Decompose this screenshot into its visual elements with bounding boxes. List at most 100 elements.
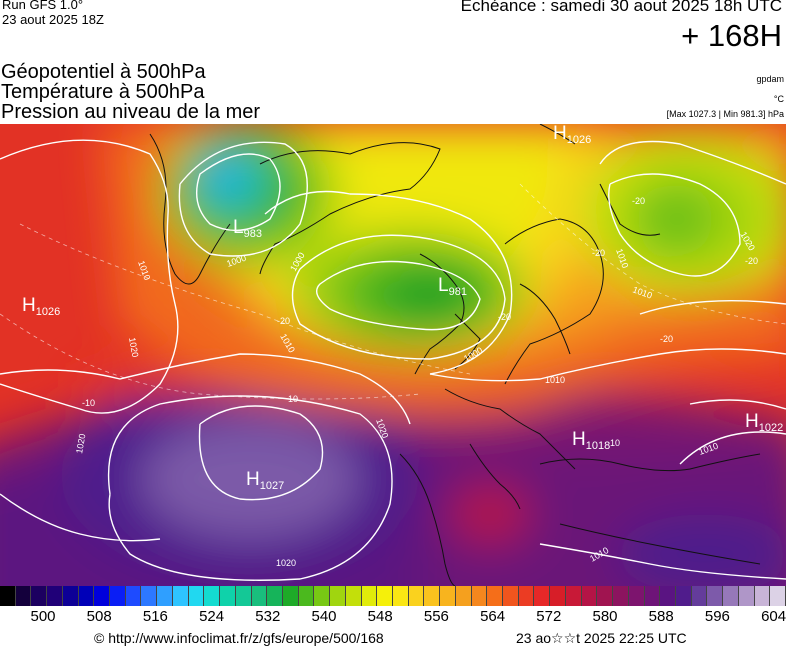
high-center: H1018: [572, 429, 611, 452]
scale-swatch: [94, 586, 110, 606]
scale-swatch: [487, 586, 503, 606]
unit-celsius: °C: [773, 94, 784, 104]
scale-swatch: [566, 586, 582, 606]
scale-tick-label: 524: [199, 608, 225, 625]
scale-tick-label: 516: [142, 608, 168, 625]
low-center: L981: [438, 275, 467, 298]
scale-swatch: [393, 586, 409, 606]
coastlines: [149, 124, 761, 586]
scale-swatch: [252, 586, 267, 606]
scale-swatch: [723, 586, 739, 606]
scale-swatch: [613, 586, 629, 606]
contour-label: -20: [660, 334, 673, 344]
scale-swatch: [660, 586, 676, 606]
scale-swatch: [63, 586, 79, 606]
scale-swatch: [79, 586, 94, 606]
scale-tick-label: 588: [648, 608, 674, 625]
scale-ticks: 500 508 516 524 532 540 548 556 564 572 580 588 596 6…: [0, 608, 786, 628]
scale-swatch: [362, 586, 377, 606]
scale-tick-label: 604: [761, 608, 786, 625]
high-center: H1026: [553, 124, 592, 146]
run-label: Run GFS 1.0°: [2, 0, 84, 12]
title-pressure: Pression au niveau de la mer: [1, 101, 261, 123]
contour-label: 10: [288, 394, 298, 404]
scale-swatch: [707, 586, 723, 606]
scale-swatch: [424, 586, 440, 606]
scale-swatch: [126, 586, 141, 606]
weather-map: L983 L981 H1026 H1026 H1027 H1018 H1022 …: [0, 124, 786, 586]
unit-gpdam: gpdam: [756, 74, 784, 84]
scale-swatch: [519, 586, 534, 606]
scale-swatch: [692, 586, 707, 606]
scale-tick-label: 596: [704, 608, 730, 625]
scale-swatch: [31, 586, 47, 606]
scale-swatch: [645, 586, 660, 606]
scale-swatch: [739, 586, 755, 606]
pressure-range: [Max 1027.3 | Min 981.3] hPa: [666, 109, 784, 119]
scale-swatch: [314, 586, 330, 606]
scale-swatch: [472, 586, 487, 606]
high-center: H1026: [22, 295, 61, 318]
scale-swatch: [267, 586, 283, 606]
scale-swatch: [0, 586, 16, 606]
contour-label: 1020: [276, 558, 296, 568]
scale-swatch: [141, 586, 157, 606]
scale-tick-label: 540: [311, 608, 337, 625]
scale-swatch: [204, 586, 220, 606]
temperature-isotherms: [0, 183, 786, 400]
scale-tick-label: 532: [255, 608, 281, 625]
scale-swatch: [597, 586, 613, 606]
low-center: L983: [233, 217, 262, 240]
contour-label: 1010: [545, 375, 565, 385]
scale-swatch: [330, 586, 346, 606]
scale-swatch: [534, 586, 550, 606]
scale-tick-label: 580: [592, 608, 618, 625]
contour-labels: 1010 1000 1000 1000 1010 1020 1020 1020 …: [74, 196, 758, 568]
scale-swatch: [16, 586, 31, 606]
scale-swatch: [283, 586, 299, 606]
scale-tick-label: 508: [86, 608, 112, 625]
scale-swatch: [220, 586, 236, 606]
source-url[interactable]: © http://www.infoclimat.fr/z/gfs/europe/…: [94, 630, 384, 646]
echeance-label: Echéance : samedi 30 aout 2025 18h UTC: [460, 0, 782, 15]
scale-tick-label: 548: [367, 608, 393, 625]
contour-label: -20: [592, 248, 605, 258]
scale-swatch: [770, 586, 786, 606]
scale-swatch: [409, 586, 424, 606]
contour-label: -20: [498, 312, 511, 322]
contour-label: 10: [610, 438, 620, 448]
high-center: H1022: [745, 411, 784, 434]
title-geopotential: Géopotentiel à 500hPa: [1, 61, 206, 83]
scale-swatch: [550, 586, 566, 606]
high-center: H1027: [246, 469, 285, 492]
scale-tick-label: 500: [30, 608, 56, 625]
scale-swatch: [157, 586, 173, 606]
scale-swatch: [189, 586, 204, 606]
scale-tick-label: 564: [480, 608, 506, 625]
contour-label: 1020: [74, 433, 87, 454]
scale-swatch: [299, 586, 314, 606]
scale-swatch: [47, 586, 63, 606]
scale-tick-label: 556: [423, 608, 449, 625]
color-scale: [0, 586, 786, 606]
scale-swatch: [755, 586, 770, 606]
scale-swatch: [629, 586, 645, 606]
contour-label: -20: [277, 316, 290, 326]
title-temperature: Température à 500hPa: [1, 81, 205, 103]
lead-time: + 168H: [681, 18, 782, 53]
contour-label: -20: [632, 196, 645, 206]
contour-label: -10: [82, 398, 95, 408]
scale-swatch: [110, 586, 126, 606]
scale-swatch: [503, 586, 519, 606]
scale-swatch: [173, 586, 189, 606]
contour-label: -20: [745, 256, 758, 266]
scale-swatch: [236, 586, 252, 606]
scale-swatch: [440, 586, 456, 606]
scale-swatch: [456, 586, 472, 606]
scale-swatch: [346, 586, 362, 606]
scale-tick-label: 572: [536, 608, 562, 625]
scale-swatch: [377, 586, 393, 606]
generation-time: 23 ao☆☆t 2025 22:25 UTC: [516, 630, 687, 646]
scale-swatch: [582, 586, 597, 606]
geopotential-field: [0, 124, 786, 586]
